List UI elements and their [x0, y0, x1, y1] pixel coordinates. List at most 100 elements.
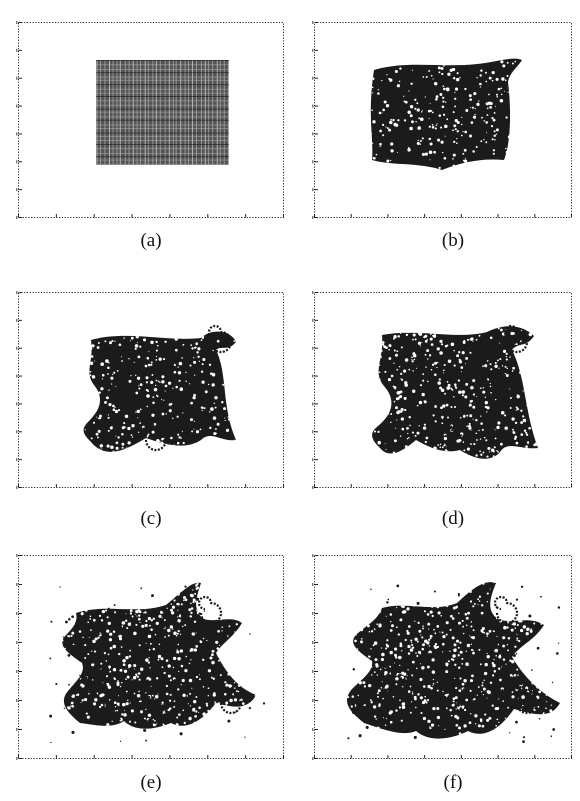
- eddy-swirl: [438, 695, 464, 725]
- y-tick-label: [312, 188, 314, 192]
- tracer-dot: [495, 606, 498, 609]
- tracer-dot: [197, 656, 201, 660]
- y-tick-label: [16, 486, 18, 489]
- tracer-dot: [186, 699, 189, 702]
- y-tick-label: [312, 374, 314, 378]
- tracer-dot: [85, 615, 89, 619]
- tracer-dot: [352, 668, 356, 671]
- tracer-dot: [223, 673, 227, 677]
- tracer-dot: [123, 697, 127, 702]
- tracer-dot: [107, 607, 110, 610]
- tracer-dot: [528, 614, 532, 618]
- y-tick-label: [16, 757, 18, 760]
- y-tick-label: [312, 76, 314, 80]
- tracer-dot: [59, 586, 61, 588]
- plot-a: [16, 21, 284, 219]
- tracer-dot: [369, 680, 372, 683]
- y-tick-label: [312, 318, 314, 322]
- y-tick-label: [16, 374, 18, 378]
- y-tick-label: [16, 160, 18, 164]
- tracer-dot: [400, 695, 403, 698]
- y-tick-label: [16, 554, 18, 557]
- tracer-dot: [457, 592, 460, 595]
- tracer-dot: [98, 633, 101, 635]
- tracer-dot: [402, 691, 405, 694]
- tracer-dot: [497, 632, 501, 635]
- tracer-dot: [71, 730, 75, 734]
- tracer-dot: [98, 675, 102, 679]
- tracer-dot: [477, 591, 480, 594]
- y-tick-label: [312, 402, 314, 406]
- eddy-swirl: [503, 324, 529, 354]
- plaid-block: [96, 60, 229, 165]
- y-tick-label: [16, 402, 18, 406]
- plot-d: [312, 291, 572, 489]
- tracer-dot: [198, 612, 201, 615]
- plot-f: [312, 554, 572, 760]
- eddy-swirl: [217, 685, 243, 715]
- y-tick-label: [312, 291, 314, 294]
- tracer-dot: [173, 678, 176, 681]
- tracer-dot: [203, 610, 206, 612]
- tracer-dot: [79, 674, 81, 676]
- tracer-blob: [372, 326, 538, 459]
- tracer-dot: [431, 626, 434, 628]
- speckle-texture: [372, 326, 538, 459]
- tracer-dot: [119, 740, 122, 742]
- tracer-dot: [432, 675, 434, 677]
- tracer-dot: [67, 653, 71, 657]
- tracer-dot: [515, 652, 518, 655]
- plot-b: [312, 21, 572, 219]
- tracer-dot: [179, 732, 183, 736]
- caption-c: (c): [140, 508, 162, 529]
- caption-f: (f): [443, 772, 463, 793]
- y-tick-label: [16, 48, 18, 52]
- tracer-dot: [394, 629, 398, 633]
- y-tick-label: [312, 160, 314, 164]
- tracer-dot: [204, 632, 208, 636]
- tracer-dot: [468, 702, 471, 706]
- y-tick-label: [312, 670, 314, 673]
- tracer-dot: [262, 702, 266, 705]
- y-tick-label: [16, 104, 18, 108]
- tracer-dot: [528, 701, 531, 704]
- tracer-dot: [530, 669, 533, 671]
- tracer-dot: [457, 594, 460, 597]
- tracer-dot: [119, 625, 122, 628]
- y-tick-label: [312, 430, 314, 434]
- tracer-dot: [386, 601, 389, 604]
- plot-frame: [18, 22, 284, 218]
- tracer-dot: [114, 638, 118, 641]
- y-tick-label: [16, 21, 18, 24]
- tracer-dot: [477, 625, 480, 627]
- tracer-dot: [195, 597, 200, 601]
- tracer-dot: [427, 617, 430, 620]
- y-tick-label: [16, 583, 18, 586]
- tracer-dot: [433, 590, 436, 593]
- tracer-dot: [515, 598, 519, 601]
- tracer-dot: [71, 615, 74, 619]
- y-tick-label: [312, 132, 314, 136]
- tracer-dot: [153, 678, 155, 680]
- tracer-dot: [413, 735, 417, 739]
- tracer-dot: [140, 587, 143, 590]
- tracer-dot: [439, 624, 442, 627]
- tracer-blob: [370, 58, 522, 170]
- tracer-dot: [538, 717, 541, 720]
- eddy-swirl: [438, 422, 464, 452]
- y-tick-label: [312, 48, 314, 52]
- eddy-swirl: [513, 685, 539, 715]
- y-tick-label: [312, 346, 314, 350]
- tracer-dot: [117, 717, 121, 721]
- tracer-dot: [49, 714, 53, 718]
- tracer-dot: [161, 608, 165, 612]
- y-tick-label: [312, 554, 314, 557]
- caption-b: (b): [441, 230, 465, 251]
- y-tick-label: [16, 318, 18, 322]
- y-tick-label: [16, 76, 18, 80]
- tracer-dot: [429, 652, 432, 656]
- y-tick-label: [312, 458, 314, 462]
- y-tick-label: [16, 670, 18, 673]
- y-tick-label: [16, 291, 18, 294]
- tracer-dot: [413, 628, 418, 632]
